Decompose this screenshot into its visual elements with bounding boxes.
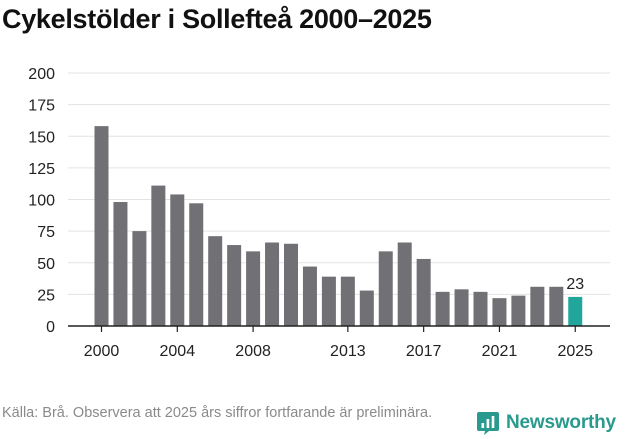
bar-2014 xyxy=(359,290,374,326)
y-tick-label: 200 xyxy=(28,66,55,83)
y-tick-label: 125 xyxy=(28,161,55,178)
bar-2024 xyxy=(549,286,564,326)
x-tick-label: 2004 xyxy=(160,343,196,360)
y-tick-label: 175 xyxy=(28,98,55,115)
bar-2012 xyxy=(321,276,336,326)
bar-2010 xyxy=(284,243,298,326)
bar-2023 xyxy=(530,286,545,326)
bar-2009 xyxy=(265,242,280,326)
bar-2011 xyxy=(302,266,317,326)
brand-name: Newsworthy xyxy=(506,412,616,433)
y-tick-label: 0 xyxy=(46,319,55,336)
bar-2000 xyxy=(94,126,109,326)
bar-2025 xyxy=(568,296,583,326)
bar-2008 xyxy=(246,251,261,326)
bar-2006 xyxy=(208,236,223,326)
bar-2021 xyxy=(492,298,507,326)
bar-2013 xyxy=(340,276,355,326)
data-labels: 23 xyxy=(566,276,584,293)
x-axis: 2000 2004 2008 2013 2017 2021 2025 xyxy=(68,325,610,360)
gridlines xyxy=(68,72,610,295)
x-tick-label: 2021 xyxy=(482,343,518,360)
x-tick-label: 2017 xyxy=(406,343,442,360)
bar-2005 xyxy=(189,203,204,326)
newsworthy-brand[interactable]: Newsworthy xyxy=(476,409,616,437)
bar-2019 xyxy=(454,289,469,326)
bar-2003 xyxy=(151,185,166,326)
y-tick-label: 150 xyxy=(28,129,55,146)
data-label-2025: 23 xyxy=(566,276,584,293)
x-tick-label: 2000 xyxy=(84,343,120,360)
x-tick-label: 2025 xyxy=(557,343,593,360)
y-tick-label: 25 xyxy=(37,287,55,304)
source-note: Källa: Brå. Observera att 2025 års siffr… xyxy=(2,405,433,421)
bar-2015 xyxy=(378,251,393,326)
bars xyxy=(94,126,583,326)
y-tick-label: 50 xyxy=(37,256,55,273)
bar-2007 xyxy=(227,245,242,326)
bar-2017 xyxy=(416,258,431,326)
chart-title: Cykelstölder i Sollefteå 2000–2025 xyxy=(2,4,432,34)
x-tick-label: 2013 xyxy=(330,343,366,360)
bar-2020 xyxy=(473,291,488,326)
bar-2001 xyxy=(113,202,128,326)
bar-2022 xyxy=(511,295,526,326)
bar-2004 xyxy=(170,194,185,326)
bar-2018 xyxy=(435,291,450,326)
x-tick-label: 2008 xyxy=(235,343,271,360)
y-tick-label: 75 xyxy=(37,224,55,241)
bar-2016 xyxy=(397,242,412,326)
y-tick-label: 100 xyxy=(28,193,55,210)
bar-2002 xyxy=(132,231,147,326)
newsworthy-logo-icon xyxy=(477,412,499,435)
y-axis: 0 25 50 75 100 125 150 175 200 xyxy=(28,66,55,336)
